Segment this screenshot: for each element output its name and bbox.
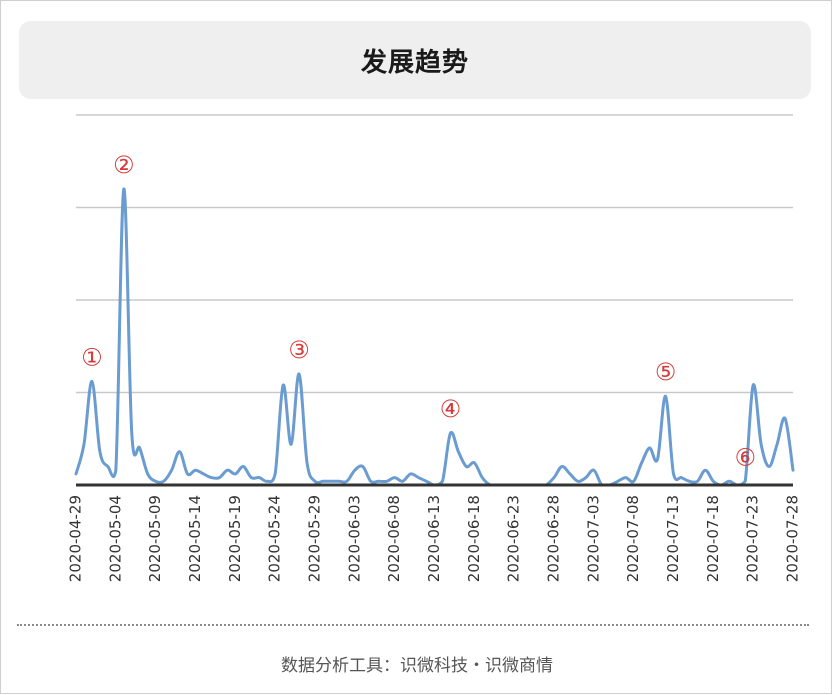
x-tick-label: 2020-07-13 xyxy=(664,495,682,582)
x-tick-label: 2020-06-18 xyxy=(465,495,483,582)
x-tick-label: 2020-06-23 xyxy=(505,495,523,582)
footer-credit: 数据分析工具：识微科技・识微商情 xyxy=(281,656,553,676)
x-tick-label: 2020-06-28 xyxy=(545,495,563,582)
x-tick-label: 2020-05-29 xyxy=(306,495,324,582)
title-bar: 发展趋势 xyxy=(19,21,811,99)
peak-annotations: ① ② ③ ④ ⑤ ⑥ xyxy=(81,151,756,471)
x-tick-labels: 2020-04-29 2020-05-04 2020-05-09 2020-05-14… xyxy=(67,495,802,582)
peak-marker: ③ xyxy=(288,336,310,364)
x-tick-label: 2020-04-29 xyxy=(67,495,85,582)
gridlines xyxy=(76,114,793,394)
peak-marker: ④ xyxy=(440,395,462,423)
x-tick-label: 2020-06-03 xyxy=(345,495,363,582)
peak-marker: ② xyxy=(113,151,135,179)
peak-marker: ① xyxy=(81,343,103,371)
series-line xyxy=(74,187,795,487)
series-layer xyxy=(74,187,795,487)
chart-title: 发展趋势 xyxy=(360,47,469,78)
x-tick-label: 2020-07-08 xyxy=(624,495,642,582)
x-tick-label: 2020-05-19 xyxy=(226,495,244,582)
x-tick-label: 2020-05-24 xyxy=(266,495,284,582)
x-tick-label: 2020-06-08 xyxy=(385,495,403,582)
x-tick-label: 2020-07-23 xyxy=(744,495,762,582)
peak-marker: ⑥ xyxy=(734,443,756,471)
footer-divider xyxy=(17,624,809,626)
x-tick-label: 2020-07-03 xyxy=(584,495,602,582)
x-tick-label: 2020-06-13 xyxy=(425,495,443,582)
x-tick-label: 2020-07-18 xyxy=(704,495,722,582)
x-tick-label: 2020-05-14 xyxy=(186,495,204,582)
x-tick-label: 2020-07-28 xyxy=(784,495,802,582)
peak-marker: ⑤ xyxy=(655,358,677,386)
x-tick-label: 2020-05-04 xyxy=(106,495,124,582)
x-tick-label: 2020-05-09 xyxy=(146,495,164,582)
